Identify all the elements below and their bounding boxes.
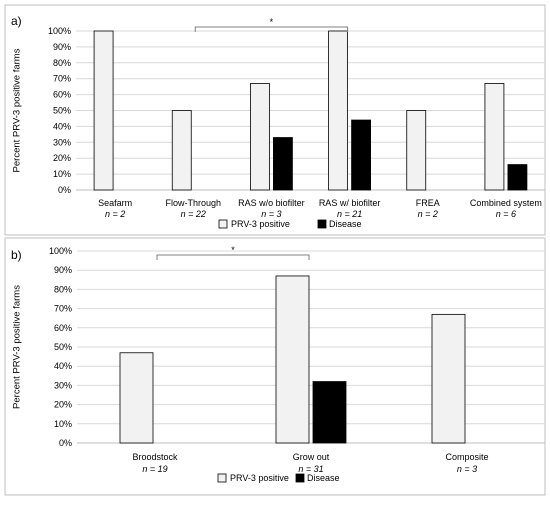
legend-swatch-disease: [317, 219, 327, 229]
y-tick-label: 50%: [54, 342, 72, 352]
bar-prv3-positive: [406, 110, 427, 191]
bar-prv3-positive: [431, 313, 466, 444]
legend-swatch-disease: [295, 473, 305, 483]
y-tick-label: 80%: [53, 58, 71, 68]
sample-size-label: n = 3: [457, 464, 477, 474]
y-tick-label: 100%: [49, 246, 72, 256]
y-tick-label: 0%: [59, 438, 72, 448]
bar-disease: [273, 137, 293, 191]
legend-label: PRV-3 positive: [230, 473, 289, 483]
x-category-label: Composite: [445, 452, 488, 462]
x-category-label: Flow-Through: [165, 198, 221, 208]
y-tick-label: 20%: [54, 400, 72, 410]
y-tick-label: 70%: [54, 304, 72, 314]
y-tick-label: 30%: [54, 380, 72, 390]
legend-label: PRV-3 positive: [231, 219, 290, 229]
sample-size-label: n = 19: [142, 464, 167, 474]
y-tick-label: 60%: [53, 90, 71, 100]
y-tick-label: 40%: [54, 361, 72, 371]
panel-label: a): [11, 14, 22, 28]
y-tick-label: 90%: [53, 42, 71, 52]
bar-prv3-positive: [171, 110, 192, 191]
y-tick-label: 40%: [53, 121, 71, 131]
sample-size-label: n = 2: [105, 209, 125, 219]
x-category-label: FREA: [416, 198, 440, 208]
legend-label: Disease: [307, 473, 340, 483]
bar-prv3-positive: [93, 30, 114, 191]
y-tick-label: 30%: [53, 137, 71, 147]
x-category-label: RAS w/o biofilter: [238, 198, 305, 208]
bar-prv3-positive: [328, 30, 348, 191]
bar-prv3-positive: [250, 83, 270, 191]
y-tick-label: 90%: [54, 265, 72, 275]
y-tick-label: 10%: [54, 419, 72, 429]
significance-bracket: [156, 254, 310, 260]
bar-disease: [351, 119, 371, 191]
bar-prv3-positive: [119, 352, 154, 444]
bar-prv3-positive: [275, 275, 310, 444]
y-tick-label: 20%: [53, 153, 71, 163]
y-tick-label: 100%: [48, 26, 71, 36]
legend-swatch-prv3-positive: [218, 219, 228, 229]
y-tick-label: 0%: [58, 185, 71, 195]
significance-marker: *: [270, 17, 274, 27]
x-category-label: Grow out: [293, 452, 330, 462]
bar-prv3-positive: [484, 83, 505, 191]
y-tick-label: 70%: [53, 74, 71, 84]
bar-disease: [312, 381, 347, 444]
panel-label: b): [11, 248, 22, 262]
chart-panel-b: b) 0% 10% 20% 30% 40% 50% 60% 70% 80% 90% 100% Perce…: [4, 237, 546, 496]
y-tick-label: 60%: [54, 323, 72, 333]
sample-size-label: n = 2: [418, 209, 438, 219]
y-tick-label: 10%: [53, 169, 71, 179]
x-category-label: Broodstock: [132, 452, 178, 462]
legend-label: Disease: [329, 219, 362, 229]
sample-size-label: n = 3: [261, 209, 281, 219]
panel-frame: [4, 4, 546, 236]
y-tick-label: 50%: [53, 106, 71, 116]
y-axis-label: Percent PRV-3 positive farms: [11, 285, 22, 409]
sample-size-label: n = 21: [337, 209, 362, 219]
significance-marker: *: [231, 245, 235, 255]
sample-size-label: n = 22: [181, 209, 206, 219]
chart-panel-a: a) 0% 10% 20% 30% 40% 50% 60% 70% 80% 90% 100% Perce…: [4, 4, 546, 236]
x-category-label: Seafarm: [98, 198, 132, 208]
sample-size-label: n = 31: [298, 464, 323, 474]
significance-bracket: [194, 26, 349, 32]
sample-size-label: n = 6: [496, 209, 516, 219]
legend-swatch-prv3-positive: [217, 473, 227, 483]
x-category-label: Combined system: [470, 198, 542, 208]
x-category-label: RAS w/ biofilter: [319, 198, 381, 208]
y-tick-label: 80%: [54, 284, 72, 294]
bar-disease: [507, 164, 528, 191]
y-axis-label: Percent PRV-3 positive farms: [11, 48, 22, 172]
